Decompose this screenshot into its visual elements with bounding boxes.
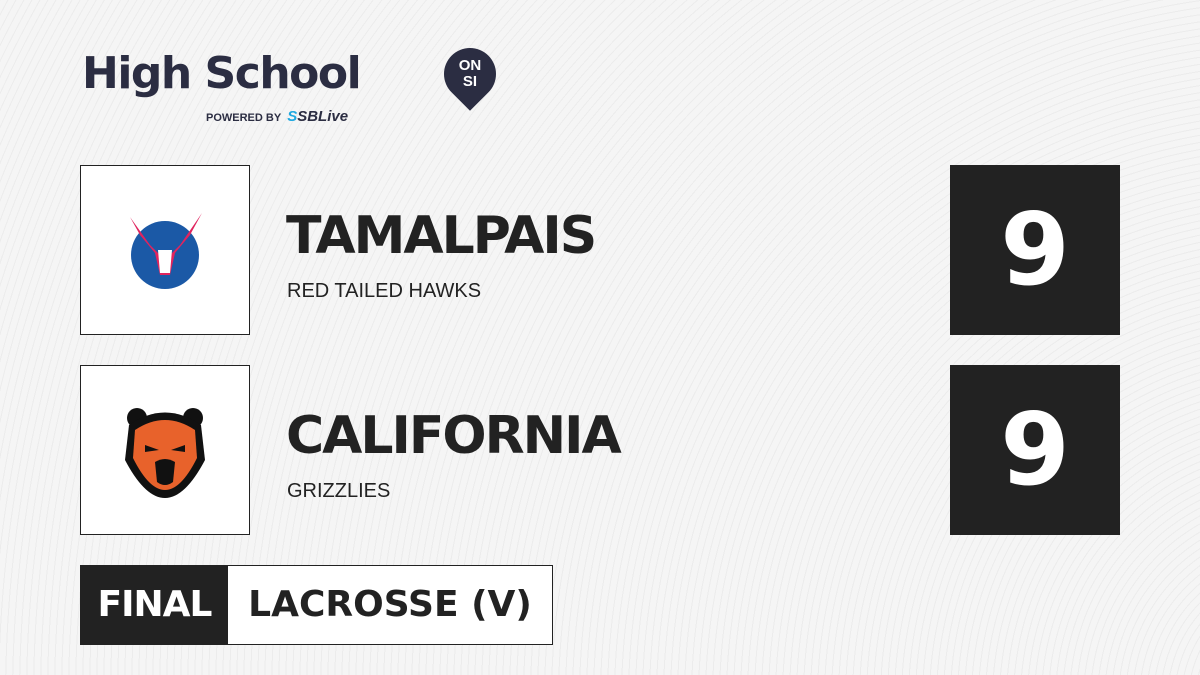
sport-label: LACROSSE (V) (228, 566, 552, 644)
team-row-away: CALIFORNIA GRIZZLIES 9 (80, 365, 1120, 535)
brand-title: High School (82, 48, 362, 99)
score-value: 9 (1000, 191, 1070, 308)
powered-by-text: POWERED BY (206, 112, 282, 124)
powered-by: POWERED BY SSBLive (206, 108, 348, 127)
team-name: CALIFORNIA (286, 406, 622, 466)
team-score: 9 (950, 365, 1120, 535)
hawk-logo-icon (130, 213, 202, 289)
team-logo-box (80, 365, 250, 535)
sport-text: LACROSSE (V) (248, 584, 532, 625)
status-text: FINAL (97, 584, 213, 625)
team-score: 9 (950, 165, 1120, 335)
team-logo-box (80, 165, 250, 335)
score-value: 9 (1000, 391, 1070, 508)
high-school-on-si-logo: High School ON SI POWERED BY SSBLive (82, 37, 522, 136)
sblive-logo: SSBLive (287, 108, 348, 125)
status-badge: FINAL (81, 566, 228, 644)
sblive-text: SBLive (297, 108, 349, 125)
team-row-home: TAMALPAIS RED TAILED HAWKS 9 (80, 165, 1120, 335)
grizzly-logo-icon (125, 408, 205, 498)
badge-si: SI (462, 73, 478, 90)
game-info-bar: FINAL LACROSSE (V) (80, 565, 553, 645)
on-si-badge-text: ON SI (444, 48, 496, 100)
sblive-mark: S (287, 108, 298, 125)
badge-on: ON (458, 57, 482, 74)
team-mascot: RED TAILED HAWKS (287, 280, 482, 302)
team-mascot: GRIZZLIES (287, 480, 391, 502)
team-name: TAMALPAIS (286, 206, 597, 266)
